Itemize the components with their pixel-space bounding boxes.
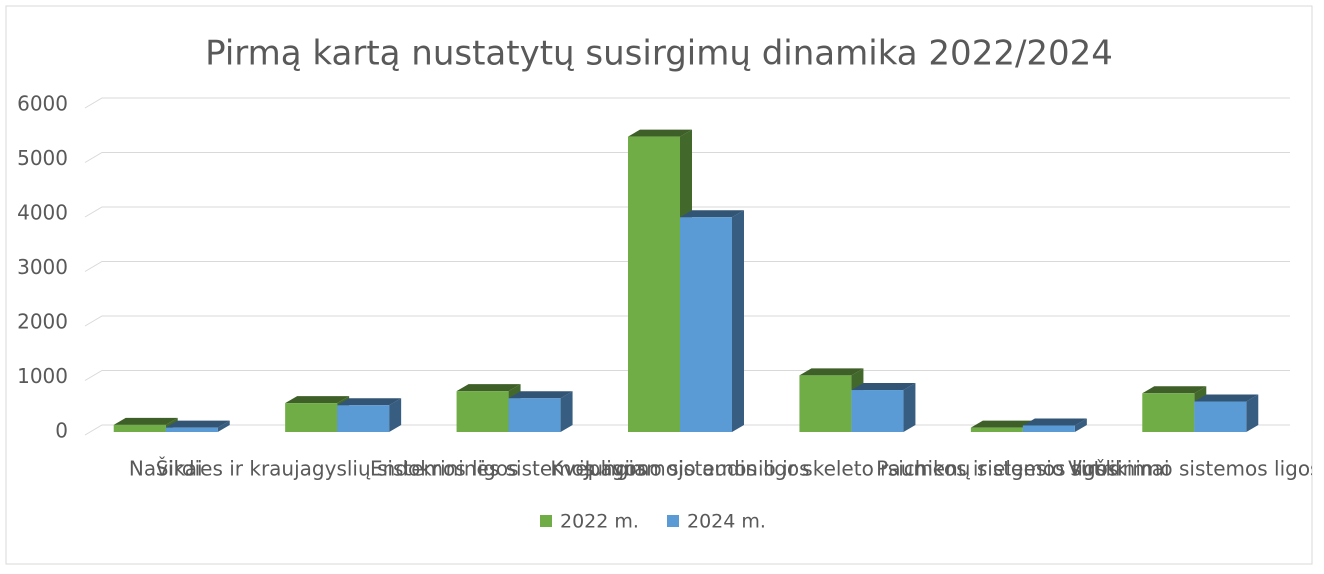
- x-tick-label: Virškinimo sistemos ligos: [1068, 457, 1320, 481]
- grid-line: [84, 206, 1290, 218]
- x-tick-label: Kvėpavimo sistemos ligos: [550, 457, 809, 481]
- bar-side: [560, 391, 573, 432]
- bar: [508, 398, 561, 432]
- bar-top: [851, 383, 916, 391]
- legend-label: 2024 m.: [687, 511, 766, 533]
- chart-title: Pirmą kartą nustatytų susirgimų dinamika…: [205, 34, 1113, 74]
- bar: [1142, 393, 1195, 432]
- bar-side: [217, 420, 230, 432]
- bar-top: [1022, 418, 1087, 426]
- bar-top: [799, 368, 864, 376]
- y-tick-label: 0: [55, 419, 68, 443]
- y-tick-label: 5000: [17, 146, 68, 170]
- bar: [456, 391, 509, 432]
- bar: [799, 375, 852, 432]
- x-tick-label: Jungiamojo audinio ir skeleto raumenų si…: [583, 457, 1119, 481]
- y-tick-label: 3000: [17, 255, 68, 279]
- bar-top: [680, 210, 744, 218]
- bar: [285, 403, 338, 432]
- bar-top: [1142, 386, 1207, 394]
- bar-top: [285, 396, 350, 404]
- bar: [680, 217, 732, 432]
- bar-side: [903, 383, 916, 432]
- bar: [165, 427, 218, 432]
- bar: [970, 427, 1023, 432]
- bar: [337, 405, 390, 432]
- bar-top: [165, 420, 230, 428]
- bar-side: [1246, 394, 1259, 432]
- legend-swatch: [667, 515, 679, 527]
- grid-line: [84, 315, 1290, 327]
- bar-top: [628, 129, 692, 137]
- x-tick-label: Širdies ir kraujagyslių sistemos ligos: [156, 457, 519, 481]
- grid-line: [84, 261, 1290, 272]
- y-tick-label: 1000: [17, 364, 68, 388]
- bar: [113, 424, 166, 432]
- bar: [628, 136, 680, 433]
- grid-line: [84, 152, 1290, 163]
- bar-side: [1074, 418, 1087, 432]
- plot-area: 0 1000 2000 3000 4000 5000 6000 NavikaiŠirdies …: [17, 92, 1320, 481]
- bar-side: [389, 398, 402, 432]
- bar-top: [1194, 394, 1259, 402]
- y-tick-label: 6000: [17, 92, 68, 116]
- bar-top: [456, 384, 521, 392]
- bar: [1022, 425, 1075, 432]
- legend-swatch: [540, 515, 552, 527]
- bar-top: [337, 398, 402, 406]
- x-tick-label: Psichikos ir elgesio sutrikimai: [876, 457, 1170, 481]
- x-tick-label: Navikai: [129, 457, 203, 481]
- bar-side: [732, 210, 744, 432]
- bar-top: [113, 417, 178, 425]
- bar: [1194, 401, 1247, 432]
- y-tick-label: 2000: [17, 310, 68, 334]
- legend-label: 2022 m.: [560, 511, 639, 533]
- bar-top: [970, 420, 1035, 428]
- bar-top: [508, 391, 573, 399]
- bar: [851, 390, 904, 432]
- y-tick-label: 4000: [17, 201, 68, 225]
- grid-line: [84, 370, 1290, 381]
- grid-line: [84, 97, 1290, 109]
- x-tick-label: Endokrininės sistemos ligos: [370, 457, 647, 481]
